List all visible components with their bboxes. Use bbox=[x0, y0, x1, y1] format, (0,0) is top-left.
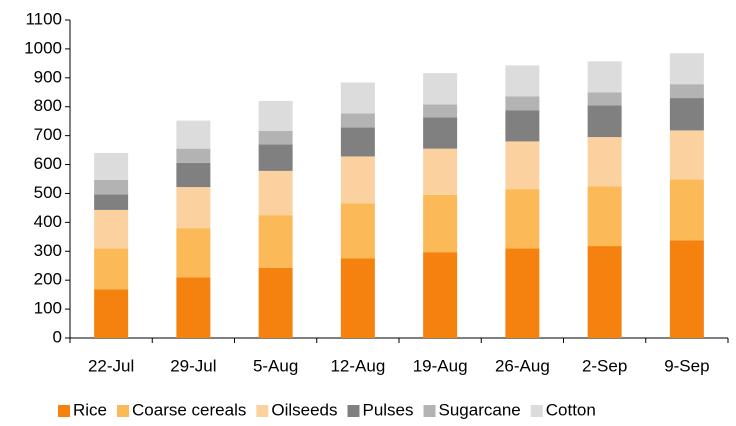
x-tick-label: 29-Jul bbox=[170, 356, 216, 375]
bar-segment bbox=[258, 144, 293, 171]
bar-segment bbox=[505, 65, 540, 97]
y-tick-label: 700 bbox=[34, 125, 62, 144]
bar-segment bbox=[505, 189, 540, 249]
bar-segment bbox=[340, 258, 375, 338]
bar-segment bbox=[258, 100, 293, 132]
legend-swatch bbox=[423, 405, 436, 417]
bar-segment bbox=[340, 203, 375, 259]
bar-segment bbox=[423, 104, 458, 118]
bar-segment bbox=[176, 148, 211, 163]
legend-swatch bbox=[117, 405, 130, 417]
bar-segment bbox=[505, 141, 540, 190]
legend-label: Sugarcane bbox=[439, 400, 521, 419]
x-tick-label: 9-Sep bbox=[664, 356, 709, 375]
bar-segment bbox=[423, 148, 458, 195]
bar-segment bbox=[94, 248, 129, 290]
bar-segment bbox=[669, 53, 704, 85]
bar-segment bbox=[176, 187, 211, 229]
bar-segment bbox=[94, 289, 129, 338]
x-tick-label: 22-Jul bbox=[88, 356, 134, 375]
bar-segment bbox=[258, 131, 293, 145]
bar-segment bbox=[258, 215, 293, 268]
bar-segment bbox=[423, 117, 458, 149]
y-tick-label: 600 bbox=[34, 154, 62, 173]
y-tick-label: 500 bbox=[34, 183, 62, 202]
bar-segment bbox=[340, 113, 375, 128]
bar-segment bbox=[176, 277, 211, 338]
bar-segment bbox=[505, 248, 540, 338]
y-tick-label: 1100 bbox=[25, 9, 62, 28]
bar-segment bbox=[94, 179, 129, 195]
y-tick-label: 400 bbox=[34, 212, 62, 231]
y-tick-label: 900 bbox=[34, 67, 62, 86]
y-tick-label: 200 bbox=[34, 270, 62, 289]
bar-segment bbox=[587, 105, 622, 138]
bar-segment bbox=[340, 156, 375, 204]
x-tick-label: 19-Aug bbox=[413, 356, 468, 375]
bar-segment bbox=[94, 209, 129, 249]
x-tick-label: 2-Sep bbox=[582, 356, 627, 375]
bar-segment bbox=[176, 162, 211, 188]
bar-segment bbox=[587, 246, 622, 338]
bar-segment bbox=[340, 127, 375, 157]
bar-segment bbox=[669, 84, 704, 99]
bar-segment bbox=[587, 186, 622, 247]
bar-segment bbox=[505, 96, 540, 111]
bar-segment bbox=[423, 252, 458, 338]
bar-segment bbox=[94, 152, 129, 180]
bar-segment bbox=[258, 267, 293, 338]
bar-segment bbox=[669, 240, 704, 338]
legend-swatch bbox=[347, 405, 360, 417]
legend-swatch bbox=[530, 405, 543, 417]
bar-segment bbox=[340, 82, 375, 114]
legend-label: Rice bbox=[73, 400, 107, 419]
y-tick-label: 100 bbox=[34, 299, 62, 318]
legend-swatch bbox=[256, 405, 269, 417]
bar-segment bbox=[505, 110, 540, 142]
bar-segment bbox=[587, 61, 622, 93]
bar-segment bbox=[669, 98, 704, 131]
bar-segment bbox=[423, 73, 458, 105]
legend-label: Cotton bbox=[546, 400, 596, 419]
y-tick-label: 300 bbox=[34, 241, 62, 260]
bar-segment bbox=[176, 228, 211, 278]
legend-swatch bbox=[58, 405, 70, 417]
bar-segment bbox=[423, 194, 458, 253]
bar-segment bbox=[176, 120, 211, 149]
x-tick-label: 5-Aug bbox=[253, 356, 298, 375]
y-tick-label: 800 bbox=[34, 96, 62, 115]
x-tick-label: 26-Aug bbox=[495, 356, 550, 375]
legend-label: Oilseeds bbox=[271, 400, 337, 419]
y-tick-label: 0 bbox=[53, 327, 62, 346]
legend-label: Pulses bbox=[362, 400, 413, 419]
y-tick-label: 1000 bbox=[24, 38, 62, 57]
bar-segment bbox=[94, 194, 129, 210]
bar-segment bbox=[587, 137, 622, 187]
legend-label: Coarse cereals bbox=[132, 400, 246, 419]
bar-segment bbox=[669, 179, 704, 241]
bar-segment bbox=[258, 170, 293, 216]
bar-segment bbox=[587, 92, 622, 106]
bar-segment bbox=[669, 130, 704, 180]
x-tick-label: 12-Aug bbox=[330, 356, 385, 375]
